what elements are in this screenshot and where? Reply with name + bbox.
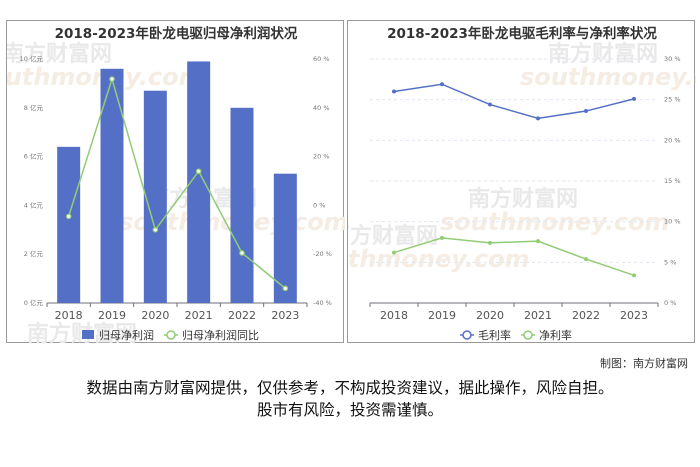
point-net-margin [392,250,396,255]
point-gross-margin [632,96,636,101]
y-right-tick-label: -20 % [313,250,332,258]
chart-title: 2018-2023年卧龙电驱归母净利润状况 [55,25,298,42]
y-left-tick-label: 2 亿元 [24,249,44,258]
x-tick-label: 2019 [98,309,126,322]
point-gross-margin [392,89,396,94]
y-left-tick-label: 8 亿元 [24,103,44,112]
point-net-margin [584,257,588,262]
y-right-tick-label: 20 % [664,136,681,144]
x-tick-label: 2018 [380,309,408,322]
legend-swatch [82,330,94,339]
legend-label: 归母净利润同比 [182,328,259,342]
y-right-tick-label: 10 % [664,218,681,226]
x-tick-label: 2020 [476,309,504,322]
x-tick-label: 2023 [620,309,648,322]
y-right-tick-label: 40 % [313,104,330,112]
bar-net-profit [143,90,167,303]
point-gross-margin [440,82,444,87]
y-right-tick-label: 20 % [313,153,330,161]
watermark-en: southmoney.com [348,245,530,273]
bar-net-profit [57,146,81,303]
point-gross-margin [488,102,492,107]
legend-label: 毛利率 [478,328,511,342]
disclaimer-line-1: 数据由南方财富网提供，仅供参考，不构成投资建议，据此操作，风险自担。 [86,379,614,397]
point-net-margin [632,273,636,278]
legend-swatch-marker [166,330,176,340]
x-tick-label: 2020 [141,309,169,322]
y-left-tick-label: 4 亿元 [24,200,44,209]
x-tick-label: 2023 [271,309,299,322]
watermark-cn: 南方财富网 [348,223,438,249]
legend-swatch-marker [523,330,533,340]
bar-net-profit [100,68,124,303]
x-tick-label: 2021 [524,309,552,322]
y-left-tick-label: 0 亿元 [24,298,44,307]
y-right-tick-label: 30 % [664,55,681,63]
line-net-margin [393,237,635,277]
y-left-tick-label: 10 亿元 [20,54,44,63]
point-net-margin [536,239,540,244]
legend-swatch-marker [462,330,472,340]
y-right-tick-label: 60 % [313,55,330,63]
point-gross-margin [536,116,540,121]
y-right-tick-label: 25 % [664,96,681,104]
point-yoy [109,76,115,82]
line-yoy [67,76,286,289]
y-right-tick-label: 0 % [313,201,325,209]
bar-net-profit [273,173,297,303]
point-yoy [195,168,202,175]
y-right-tick-label: 15 % [664,177,681,185]
watermark-en: southmoney.com [520,63,696,91]
chart-credit: 制图：南方财富网 [600,357,688,370]
x-tick-label: 2022 [228,309,256,322]
bar-net-profit [187,61,211,303]
y-right-tick-label: 0 % [664,299,676,307]
legend-label: 净利率 [539,328,572,342]
x-tick-label: 2021 [185,309,213,322]
point-yoy [152,227,159,233]
y-right-tick-label: 5 % [664,258,676,266]
y-left-tick-label: 6 亿元 [24,152,44,161]
bar-net-profit [230,107,254,303]
x-tick-label: 2018 [55,309,83,322]
line-gross-margin [393,83,635,120]
chart-title: 2018-2023年卧龙电驱毛利率与净利率状况 [387,25,657,42]
margin-chart-panel: 2018-2023年卧龙电驱毛利率与净利率状况南方财富网southmoney.c… [347,20,696,343]
margin-chart: 2018-2023年卧龙电驱毛利率与净利率状况南方财富网southmoney.c… [348,25,696,342]
point-yoy [65,213,72,220]
point-gross-margin [584,109,588,114]
point-yoy [282,285,289,292]
x-tick-label: 2022 [572,309,600,322]
legend-label: 归母净利润 [99,328,154,342]
x-tick-label: 2019 [428,309,456,322]
watermark-cn: 南方财富网 [7,41,112,67]
watermark-cn: 南方财富网 [468,186,578,212]
watermark-en: southmoney.com [7,343,229,344]
y-right-tick-label: -40 % [313,299,332,307]
point-net-margin [440,235,444,240]
point-net-margin [488,240,492,245]
disclaimer-line-2: 股市有风险，投资需谨慎。 [256,401,443,419]
watermark-cn: 南方财富网 [548,41,658,67]
point-yoy [239,250,245,256]
